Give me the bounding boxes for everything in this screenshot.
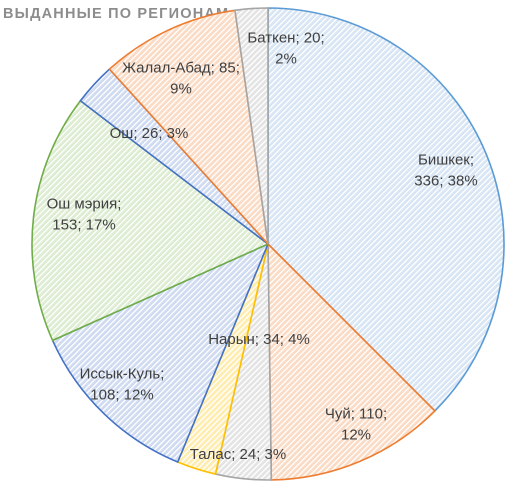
slice-label-Ош мэрия: Ош мэрия; 153; 17%	[47, 196, 122, 234]
pie-slice-Бишкек	[267, 7, 505, 413]
slice-label-Бишкек: Бишкек; 336; 38%	[414, 152, 477, 190]
pie-slice-Иссык-Куль	[51, 242, 270, 464]
slice-label-Жалал-Абад: Жалал-Абад; 85; 9%	[122, 60, 240, 98]
slice-label-Талас: Талас; 24; 3%	[190, 446, 286, 463]
pie-labels: Бишкек; 336; 38% Чуй; 110; 12% Нарын; 34; 4%…	[47, 30, 478, 464]
slice-label-Ош: Ош; 26; 3%	[110, 125, 189, 142]
slice-label-Иссык-Куль: Иссык-Куль; 108; 12%	[80, 366, 165, 404]
slice-label-Нарын: Нарын; 34; 4%	[208, 331, 310, 348]
pie-slices	[31, 7, 505, 481]
pie-slice-Чуй	[267, 242, 437, 481]
pie-slice-Жалал-Абад	[108, 9, 270, 247]
chart-title: ВЫДАННЫЕ ПО РЕГИОНАМ	[3, 6, 230, 22]
slice-label-Чуй: Чуй; 110; 12%	[325, 406, 387, 444]
pie-slice-Баткен	[234, 7, 269, 245]
slice-label-Баткен: Баткен; 20; 2%	[247, 30, 324, 68]
pie-slice-Ош мэрия	[31, 99, 270, 342]
